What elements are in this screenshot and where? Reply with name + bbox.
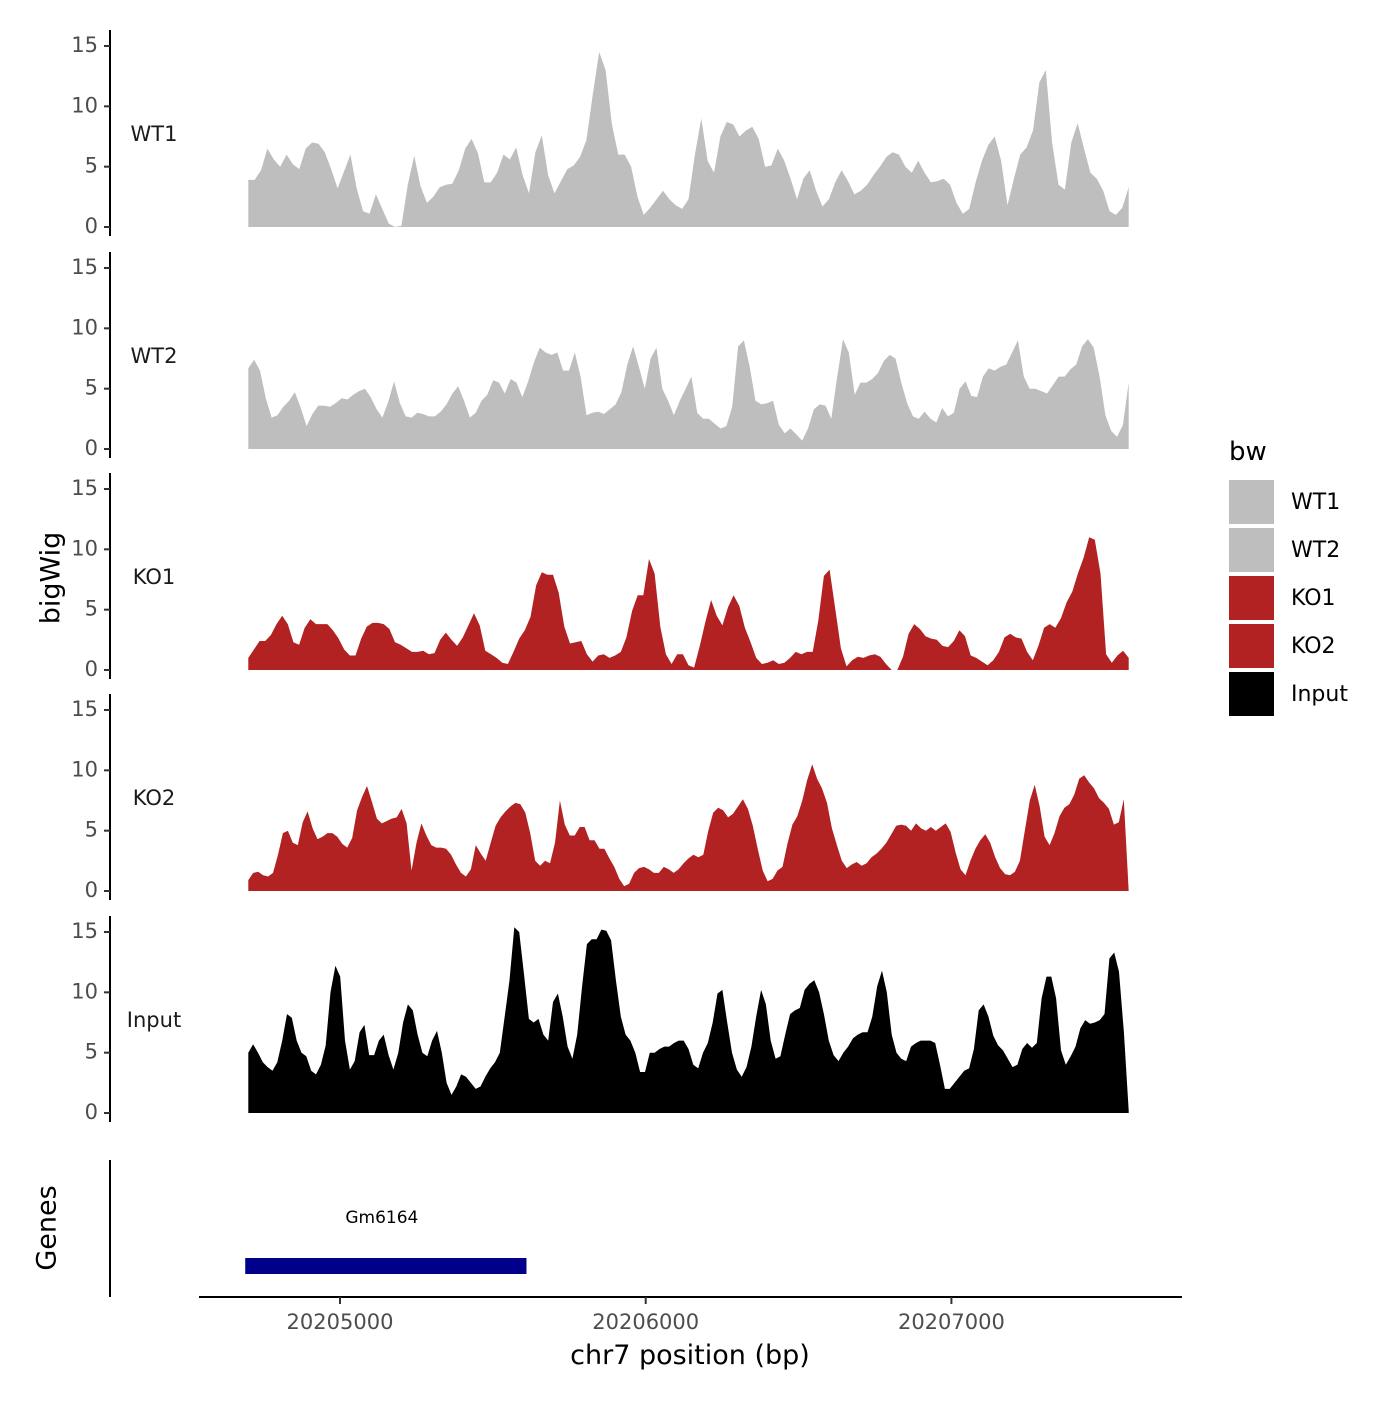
y-tick-label: 5 bbox=[85, 1040, 98, 1064]
legend-item-ko1: KO1 bbox=[1229, 576, 1336, 620]
y-tick-label: 0 bbox=[85, 657, 98, 681]
x-tick-label: 20206000 bbox=[592, 1310, 699, 1334]
legend-item-ko2: KO2 bbox=[1229, 624, 1336, 668]
y-tick-label: 15 bbox=[71, 697, 98, 721]
track-label: WT1 bbox=[131, 122, 178, 146]
y-tick-label: 5 bbox=[85, 818, 98, 842]
track-ko2: 0 5 10 15 KO2 bbox=[71, 694, 1129, 902]
legend-swatch bbox=[1229, 480, 1274, 524]
legend-label: WT2 bbox=[1291, 538, 1340, 563]
x-axis-label: chr7 position (bp) bbox=[570, 1340, 810, 1371]
y-tick-label: 0 bbox=[85, 1100, 98, 1124]
track-label: KO2 bbox=[133, 786, 176, 810]
y-tick-label: 15 bbox=[71, 33, 98, 57]
y-tick-label: 10 bbox=[71, 536, 98, 560]
track-wt1: 0 5 10 15 WT1 bbox=[71, 30, 1129, 238]
y-tick-label: 10 bbox=[71, 757, 98, 781]
track-wt2: 0 5 10 15 WT2 bbox=[71, 252, 1129, 460]
genes-track: Genes Gm6164 bbox=[32, 1160, 527, 1297]
x-axis: chr7 position (bp) 20205000 20206000 20207… bbox=[199, 1296, 1182, 1371]
genes-track-label: Genes bbox=[32, 1185, 63, 1270]
legend-swatch bbox=[1229, 624, 1274, 668]
legend-label: KO2 bbox=[1291, 634, 1336, 659]
legend-title: bw bbox=[1229, 437, 1267, 467]
track-label: WT2 bbox=[131, 344, 178, 368]
gene-body bbox=[245, 1258, 527, 1274]
area-ko2 bbox=[248, 764, 1129, 891]
y-tick-label: 10 bbox=[71, 979, 98, 1003]
track-ko1: 0 5 10 15 KO1 bbox=[71, 473, 1129, 681]
legend-label: WT1 bbox=[1291, 490, 1340, 515]
legend-item-wt1: WT1 bbox=[1229, 480, 1340, 524]
y-tick-label: 0 bbox=[85, 214, 98, 238]
y-tick-label: 10 bbox=[71, 93, 98, 117]
y-tick-label: 15 bbox=[71, 919, 98, 943]
legend-swatch bbox=[1229, 672, 1274, 716]
x-tick-label: 20207000 bbox=[898, 1310, 1005, 1334]
legend-label: Input bbox=[1291, 682, 1348, 707]
y-tick-label: 10 bbox=[71, 315, 98, 339]
area-input bbox=[248, 927, 1129, 1113]
legend-label: KO1 bbox=[1291, 586, 1336, 611]
tracks-layer: 0 5 10 15 WT1 0 5 10 15 WT2 0 5 10 15 KO1 0 5 10 15 KO2 0 5 10… bbox=[71, 30, 1129, 1124]
legend-item-input: Input bbox=[1229, 672, 1348, 716]
legend-swatch bbox=[1229, 576, 1274, 620]
y-tick-label: 15 bbox=[71, 476, 98, 500]
area-wt1 bbox=[248, 52, 1129, 227]
y-tick-label: 15 bbox=[71, 255, 98, 279]
legend: bw WT1 WT2 KO1 KO2 Input bbox=[1229, 437, 1348, 716]
y-tick-label: 5 bbox=[85, 376, 98, 400]
y-tick-label: 5 bbox=[85, 597, 98, 621]
y-axis-label: bigWig bbox=[36, 532, 67, 625]
gene-label: Gm6164 bbox=[345, 1208, 418, 1228]
track-input: 0 5 10 15 Input bbox=[71, 916, 1129, 1124]
y-tick-label: 0 bbox=[85, 878, 98, 902]
track-label: Input bbox=[127, 1008, 181, 1032]
area-ko1 bbox=[248, 537, 1129, 670]
y-tick-label: 5 bbox=[85, 154, 98, 178]
track-label: KO1 bbox=[133, 565, 176, 589]
y-tick-label: 0 bbox=[85, 436, 98, 460]
legend-item-wt2: WT2 bbox=[1229, 528, 1340, 572]
x-tick-label: 20205000 bbox=[287, 1310, 394, 1334]
area-wt2 bbox=[248, 339, 1129, 449]
legend-swatch bbox=[1229, 528, 1274, 572]
